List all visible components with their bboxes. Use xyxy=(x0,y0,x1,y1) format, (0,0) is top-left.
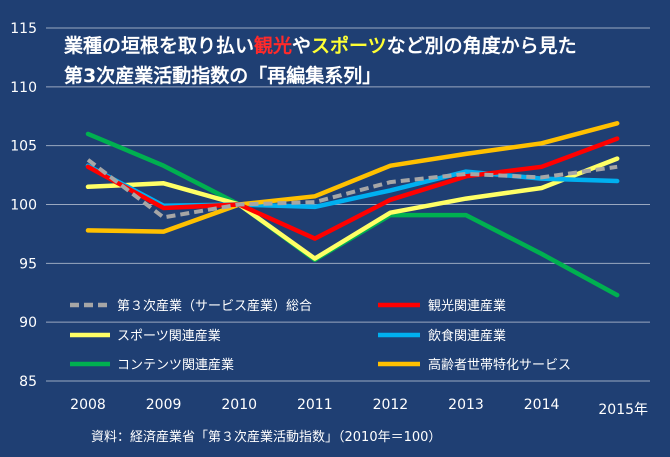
chart-title-line-2: 第3次産業活動指数の「再編集系列」 xyxy=(64,64,381,87)
title-segment: スポーツ xyxy=(311,34,387,57)
y-tick-label: 105 xyxy=(10,139,37,155)
x-tick-label: 2015年 xyxy=(598,402,648,418)
series-line xyxy=(86,158,618,220)
series-line xyxy=(85,136,620,241)
chart-title-line-1: 業種の垣根を取り払い観光やスポーツなど別の角度から見た xyxy=(63,34,577,57)
y-tick-label: 100 xyxy=(10,198,37,214)
legend-label: 観光関連産業 xyxy=(428,298,506,314)
legend-label: コンテンツ関連産業 xyxy=(117,357,234,373)
series-line xyxy=(85,156,620,261)
y-axis-ticks: 85 90 95 100 105 110 115 xyxy=(10,21,37,390)
x-tick-label: 2012 xyxy=(373,397,409,413)
y-tick-label: 110 xyxy=(10,80,37,96)
title-segment: 観光 xyxy=(254,34,292,57)
x-tick-label: 2008 xyxy=(70,397,106,413)
x-tick-label: 2010 xyxy=(221,397,257,413)
chart-source-note: 資料：経済産業省「第３次産業活動指数」（2010年＝100） xyxy=(91,429,441,445)
series-line xyxy=(85,121,620,234)
title-segment: や xyxy=(292,35,311,57)
y-tick-label: 85 xyxy=(19,374,37,390)
y-tick-label: 90 xyxy=(19,315,37,331)
series-lines xyxy=(85,121,620,298)
x-tick-label: 2009 xyxy=(146,397,182,413)
y-tick-label: 95 xyxy=(19,256,37,272)
legend-label: スポーツ関連産業 xyxy=(117,328,221,344)
x-tick-label: 2014 xyxy=(524,397,560,413)
title-segment: など別の角度から見た xyxy=(387,34,577,57)
x-axis-ticks: 2008 2009 2010 2011 2012 2013 2014 2015年 xyxy=(70,397,648,418)
x-tick-label: 2013 xyxy=(448,397,484,413)
legend-label: 飲食関連産業 xyxy=(428,328,506,344)
y-tick-label: 115 xyxy=(10,21,37,37)
title-segment: 業種の垣根を取り払い xyxy=(63,34,254,57)
x-tick-label: 2011 xyxy=(297,397,333,413)
legend-label: 高齢者世帯特化サービス xyxy=(428,357,571,373)
legend-label: 第３次産業（サービス産業）総合 xyxy=(117,298,312,314)
